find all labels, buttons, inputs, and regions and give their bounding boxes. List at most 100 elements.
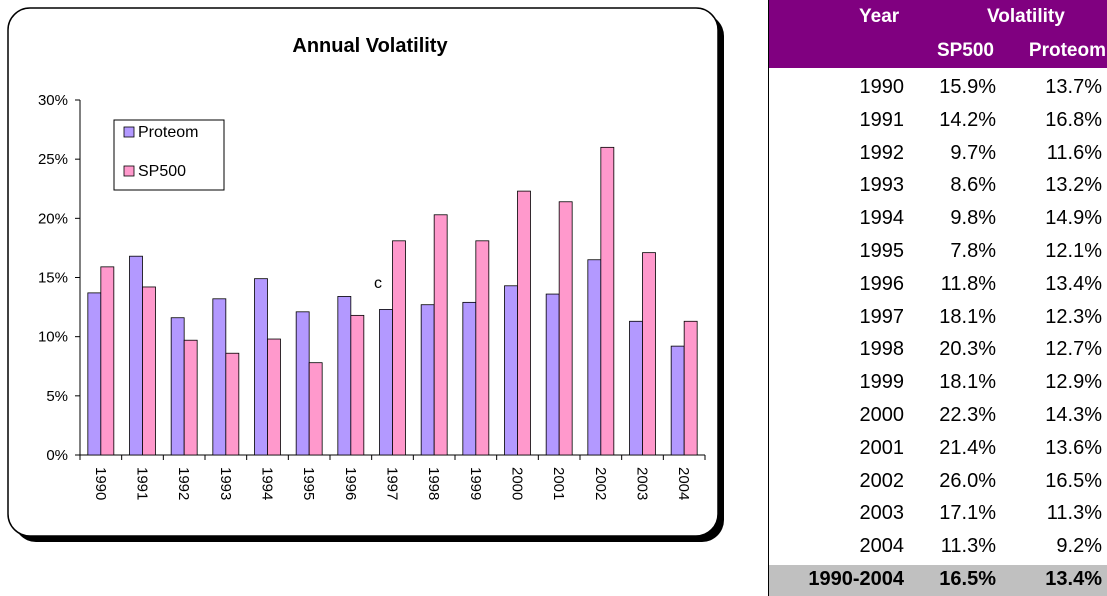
bar xyxy=(670,345,685,456)
x-tick-label: 1993 xyxy=(217,467,234,500)
legend-label: SP500 xyxy=(138,163,186,180)
x-tick-label: 1990 xyxy=(92,467,109,500)
table-cell: 1991 xyxy=(859,108,905,131)
bar xyxy=(295,311,310,456)
bar xyxy=(379,309,393,456)
bar xyxy=(267,338,281,456)
table-cell: 8.6% xyxy=(950,174,996,197)
table-cell: 2003 xyxy=(859,502,905,525)
table-cell: 2004 xyxy=(859,535,905,558)
table-cell: 2002 xyxy=(859,469,905,492)
bar xyxy=(629,320,643,456)
table-cell: 11.3% xyxy=(1046,502,1102,525)
table-cell: 9.8% xyxy=(950,207,996,230)
header-cell: Proteom xyxy=(1028,40,1106,61)
table-cell: 18.1% xyxy=(939,371,996,394)
table-cell: 12.7% xyxy=(1045,338,1102,361)
bar xyxy=(337,296,352,456)
bar xyxy=(462,301,477,456)
bar xyxy=(504,285,518,456)
table-cell: 11.3% xyxy=(940,535,996,558)
table-cell: 1992 xyxy=(859,141,905,164)
bar xyxy=(212,298,227,456)
bar xyxy=(587,259,602,456)
table-cell: 26.0% xyxy=(939,469,996,492)
x-tick-label: 2001 xyxy=(550,467,567,500)
bar xyxy=(254,278,268,456)
table-cell: 14.2% xyxy=(939,108,996,131)
bar xyxy=(170,317,185,456)
y-tick-label: 15% xyxy=(38,270,68,287)
bar xyxy=(683,320,698,456)
bar xyxy=(87,292,102,456)
x-tick-label: 1999 xyxy=(467,467,484,500)
bar xyxy=(558,201,573,456)
x-tick-label: 1991 xyxy=(134,467,151,500)
table-cell: 12.1% xyxy=(1045,240,1102,262)
header-cell: Volatility xyxy=(987,6,1065,27)
table-header: Year Volatility SP500 Proteom xyxy=(769,0,1107,68)
y-tick-label: 0% xyxy=(46,447,68,464)
footer-cell: 16.5% xyxy=(939,568,996,590)
x-tick-label: 1995 xyxy=(300,467,317,500)
bar xyxy=(517,190,531,456)
x-tick-label: 2002 xyxy=(592,467,609,500)
table-cell: 18.1% xyxy=(939,305,996,328)
footer-cell: 13.4% xyxy=(1045,568,1102,590)
table-cell: 1997 xyxy=(859,305,905,328)
table: Year Volatility SP500 Proteom 1990 15.9% 13.7… xyxy=(768,0,1107,596)
table-cell: 2001 xyxy=(859,436,905,459)
table-cell: 1996 xyxy=(859,272,905,295)
table-cell: 15.9% xyxy=(939,76,996,98)
bar xyxy=(100,266,115,456)
table-cell: 22.3% xyxy=(939,404,996,426)
table-cell: 9.7% xyxy=(950,141,996,164)
legend-swatch xyxy=(123,165,135,177)
table-cell: 1998 xyxy=(859,338,905,361)
table-cell: 14.9% xyxy=(1045,207,1102,230)
y-tick-label: 25% xyxy=(38,151,68,168)
header-cell: Year xyxy=(859,6,900,27)
table-cell: 13.7% xyxy=(1045,76,1102,98)
x-tick-label: 2003 xyxy=(634,467,651,500)
chart: Annual Volatility c 0% 5% 10% 15% 20% 25% 30% 1… xyxy=(7,7,724,542)
table-cell: 1993 xyxy=(859,174,905,197)
table-cell: 2000 xyxy=(859,404,905,426)
table-cell: 1999 xyxy=(859,371,905,394)
x-tick-label: 1998 xyxy=(425,467,442,500)
bar xyxy=(475,240,490,456)
table-cell: 13.4% xyxy=(1045,272,1102,295)
x-tick-label: 2000 xyxy=(509,467,526,500)
bar xyxy=(420,304,435,456)
table-footer xyxy=(769,565,1107,596)
bar xyxy=(545,293,560,456)
bar xyxy=(350,314,365,456)
table-cell: 21.4% xyxy=(939,436,996,459)
legend-label: Proteom xyxy=(138,124,198,141)
bar xyxy=(433,214,448,456)
table-cell: 16.5% xyxy=(1045,469,1102,492)
annotation: c xyxy=(374,275,382,292)
x-tick-label: 1996 xyxy=(342,467,359,500)
table-cell: 14.3% xyxy=(1045,404,1102,426)
y-tick-label: 5% xyxy=(46,388,68,405)
header-cell: SP500 xyxy=(936,40,994,61)
table-cell: 1995 xyxy=(859,240,905,262)
table-cell: 13.6% xyxy=(1045,436,1102,459)
bar xyxy=(600,146,615,456)
chart-title: Annual Volatility xyxy=(292,35,448,57)
x-tick-label: 1997 xyxy=(384,467,401,500)
legend-swatch xyxy=(123,126,135,138)
y-tick-label: 20% xyxy=(38,210,68,227)
table-cell: 17.1% xyxy=(939,502,996,525)
bar xyxy=(225,352,240,456)
x-tick-label: 1994 xyxy=(259,467,276,500)
bar xyxy=(642,252,656,456)
table-cell: 9.2% xyxy=(1056,535,1102,558)
table-cell: 16.8% xyxy=(1045,108,1102,131)
bar xyxy=(142,286,156,456)
table-cell: 13.2% xyxy=(1045,174,1102,197)
bar xyxy=(308,362,323,456)
bar xyxy=(392,240,406,456)
